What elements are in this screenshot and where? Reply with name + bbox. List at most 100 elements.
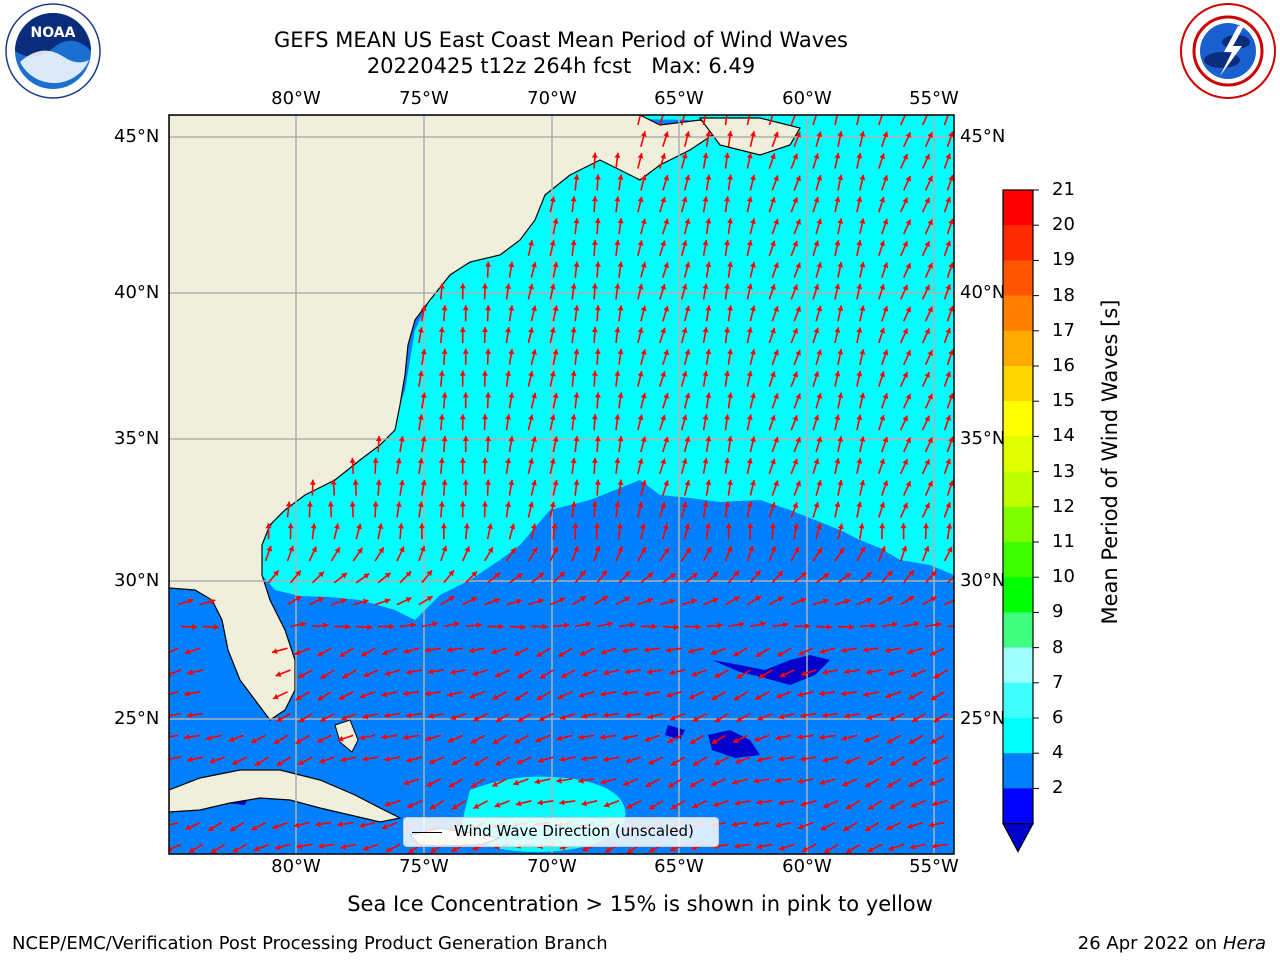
wave-direction-arrowhead (866, 668, 872, 675)
wave-direction-arrowhead (395, 457, 402, 464)
wave-direction-arrowhead (505, 283, 512, 289)
wave-direction-arrowhead (948, 436, 954, 443)
wave-direction-arrowhead (924, 241, 930, 248)
wave-direction-arrowhead (879, 414, 886, 421)
low-period-patch-2 (708, 730, 760, 758)
wave-direction-arrowhead (485, 479, 492, 485)
wave-direction-arrowhead (837, 523, 844, 530)
wave-direction-arrowhead (637, 327, 644, 334)
wave-direction-arrowhead (886, 824, 893, 831)
wave-direction-arrowhead (816, 131, 823, 138)
wave-direction-arrowhead (913, 621, 920, 628)
wave-direction-arrowhead (485, 392, 492, 398)
wave-direction-arrowhead (209, 598, 216, 605)
wave-direction-arrowhead (795, 393, 801, 400)
wave-direction-arrowhead (905, 132, 912, 139)
wave-direction-arrowhead (948, 131, 954, 138)
wave-direction-arrowhead (856, 414, 863, 421)
wave-direction-arrowhead (777, 571, 784, 577)
wave-direction-arrowhead (318, 843, 324, 849)
wave-direction-arrowhead (616, 523, 623, 529)
wave-direction-arrowhead (306, 501, 313, 507)
wave-direction-arrowhead (625, 668, 631, 675)
wave-direction-arrowhead (481, 414, 488, 420)
colorbar-segment (1003, 330, 1033, 367)
wave-direction-arrowhead (591, 457, 598, 464)
wave-direction-arrowhead (908, 781, 915, 787)
lon-label-top: 55°W (909, 88, 959, 109)
wave-direction-arrowhead (724, 370, 730, 377)
wave-direction-arrowhead (363, 671, 370, 678)
wave-direction-arrowhead (359, 734, 365, 741)
wave-direction-arrowhead (760, 621, 767, 628)
wave-direction-arrowhead (581, 755, 587, 762)
wave-direction-arrowhead (795, 437, 801, 443)
wave-direction-arrowhead (251, 737, 258, 744)
wave-direction-arrowhead (508, 349, 515, 355)
wave-direction-arrowhead (902, 415, 908, 422)
wave-direction-arrowhead (844, 758, 851, 764)
wave-direction-arrowhead (945, 153, 952, 160)
wave-direction-arrowhead (591, 152, 598, 158)
wave-direction-arrowhead (556, 735, 563, 742)
wave-direction-arrowhead (481, 327, 488, 333)
lat-label-left: 35°N (114, 428, 160, 449)
wave-direction-arrowhead (859, 547, 865, 553)
wave-direction-arrowhead (691, 573, 698, 579)
wave-direction-arrowhead (689, 693, 695, 700)
wave-direction-arrowhead (820, 824, 827, 831)
wave-direction-arrowhead (349, 501, 356, 507)
colorbar-segment (1003, 506, 1033, 543)
wave-direction-arrowhead (798, 823, 804, 830)
wave-direction-arrowhead (614, 414, 621, 420)
wave-direction-arrow (943, 115, 949, 126)
wave-direction-arrowhead (549, 283, 556, 290)
wave-direction-arrowhead (724, 501, 730, 507)
wave-direction-arrowhead (505, 370, 512, 377)
wave-direction-arrowhead (275, 671, 282, 677)
wave-direction-arrowhead (617, 436, 624, 442)
wave-direction-arrowhead (591, 239, 598, 246)
wave-direction-arrowhead (591, 283, 598, 289)
wave-direction-arrow (169, 691, 179, 696)
map-frame (168, 114, 955, 855)
wave-direction-arrowhead (724, 414, 730, 420)
wave-direction-arrowhead (572, 523, 579, 529)
wave-direction-arrowhead (834, 458, 841, 464)
chart-title-line2: 20220425 t12z 264h fcst Max: 6.49 (366, 54, 756, 78)
wave-direction-arrowhead (901, 545, 908, 552)
wave-direction-arrowhead (842, 780, 849, 787)
wave-direction-arrowhead (669, 669, 675, 676)
wave-direction-arrowhead (459, 414, 466, 420)
wave-direction-arrowhead (843, 825, 850, 831)
wave-direction-arrowhead (549, 458, 556, 464)
wave-direction-arrowhead (736, 716, 743, 722)
wave-direction-arrowhead (372, 501, 379, 507)
wave-direction-arrowhead (293, 822, 300, 829)
wave-direction-arrowhead (792, 502, 799, 509)
wave-direction-arrowhead (663, 218, 670, 225)
wave-direction-arrowhead (459, 501, 466, 507)
wave-direction-arrowhead (819, 648, 826, 655)
wave-direction-arrowhead (946, 546, 953, 553)
wave-direction-arrow (169, 734, 179, 738)
wave-direction-arrowhead (702, 283, 709, 290)
wave-direction-arrowhead (858, 523, 865, 529)
wave-direction-arrowhead (505, 327, 512, 333)
lon-label-bottom: 80°W (271, 856, 321, 877)
wave-direction-arrowhead (187, 669, 193, 676)
colorbar-tick-label: 10 (1052, 566, 1075, 588)
wave-direction-arrowhead (782, 621, 789, 628)
wave-direction-arrowhead (882, 131, 889, 138)
wave-direction-arrowhead (750, 436, 756, 442)
wave-direction-arrowhead (727, 436, 734, 442)
wave-direction-arrowhead (298, 759, 304, 765)
wave-direction-arrowhead (591, 196, 598, 202)
wave-direction-arrowhead (779, 672, 786, 678)
wave-direction-arrowhead (846, 803, 852, 809)
wave-direction-arrowhead (892, 621, 898, 628)
wave-direction-arrowhead (189, 847, 195, 853)
lat-label-left: 45°N (114, 126, 160, 147)
wave-direction-arrowhead (378, 547, 384, 554)
lon-label-bottom: 55°W (909, 856, 959, 877)
